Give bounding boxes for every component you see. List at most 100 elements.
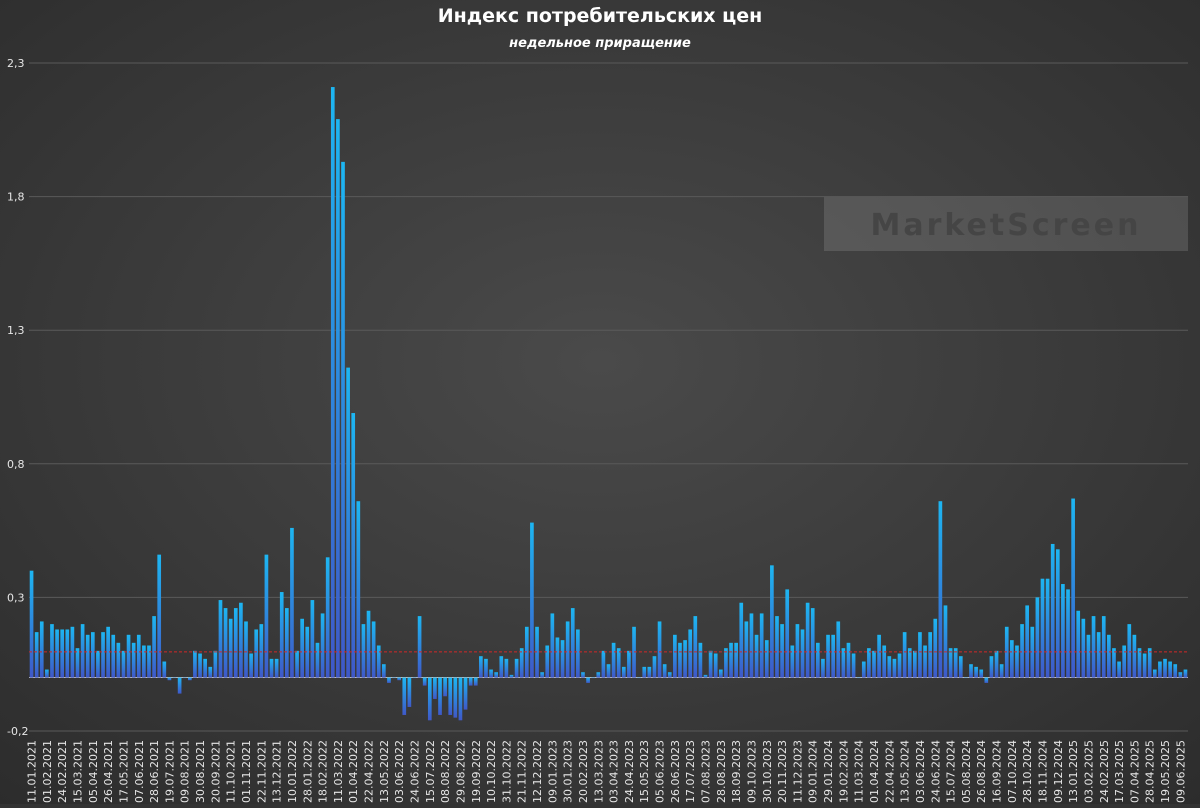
bar [1183,669,1188,678]
bar [892,658,897,678]
bar [1132,634,1137,678]
bar [330,87,335,678]
bar [647,666,652,678]
x-tick-label: 21.11.2022 [516,740,529,803]
x-tick-label: 22.04.2022 [363,740,376,803]
bar [1086,634,1091,678]
watermark-box [824,197,1188,251]
bar [739,602,744,678]
x-tick-label: 07.08.2023 [700,740,713,803]
bar [366,610,371,678]
bar [1091,616,1096,678]
bar [1025,605,1030,678]
x-tick-label: 15.07.2022 [424,740,437,803]
x-tick-label: 15.05.2023 [638,740,651,803]
bar [279,592,284,678]
bar [627,650,631,678]
bar [295,650,299,678]
x-tick-label: 05.06.2023 [654,740,667,803]
x-tick-label: 08.08.2022 [439,740,452,803]
x-tick-label: 18.11.2024 [1036,740,1049,803]
bar [438,677,442,715]
bar [448,677,453,715]
bar [167,677,172,681]
bar [1112,648,1116,678]
bar [815,642,820,678]
bar [239,602,243,678]
bar [85,634,90,678]
bar [591,677,596,679]
x-tick-label: 30.01.2023 [562,740,575,803]
bar [948,648,953,678]
bar [233,608,238,678]
bar [530,522,534,678]
bar [938,501,943,678]
bar [494,672,499,678]
bar [473,677,478,686]
bar [427,677,432,721]
x-tick-label: 20.11.2023 [776,740,789,803]
bar [325,557,330,678]
bar [923,645,927,678]
x-tick-label: 11.03.2022 [332,740,345,803]
bar [1030,626,1035,678]
bar [969,664,973,678]
bar [703,674,708,678]
bar [800,629,805,678]
bar [193,650,197,678]
bar [254,629,259,678]
x-tick-label: 09.10.2023 [745,740,758,803]
x-tick-label: 17.03.2025 [1113,740,1126,803]
bar [290,527,294,678]
watermark: MarketScreen [871,208,1142,243]
bar [688,629,693,678]
bar [785,589,790,678]
bar [274,658,279,678]
bar [412,677,417,679]
bar [203,658,207,678]
x-tick-label: 07.10.2024 [1006,740,1019,803]
bar [269,658,274,678]
x-tick-label: 01.04.2024 [868,740,881,803]
bar [821,658,825,678]
bar [897,653,902,678]
bar [55,629,59,678]
bar [208,666,213,678]
x-tick-label: 26.06.2023 [669,740,682,803]
bar [147,645,151,678]
bar [570,608,575,678]
x-tick-label: 01.04.2022 [347,740,360,803]
bar [851,653,856,678]
bar [172,677,177,679]
bar [729,642,733,678]
bar [244,621,248,678]
bar [392,677,396,679]
bar [989,656,994,678]
x-tick-label: 13.05.2024 [899,740,912,803]
bar [177,677,182,694]
bar [734,642,738,678]
bar [1020,624,1024,678]
bar [29,570,34,678]
x-tick-label: 03.06.2022 [393,740,406,803]
bar [662,664,667,678]
bar [744,621,749,678]
bar [417,616,422,678]
bar [198,653,202,678]
bar [336,119,340,678]
y-tick-label: -0,2 [7,725,28,738]
bar [341,161,345,678]
bar [601,650,606,678]
x-tick-label: 19.09.2022 [470,740,483,803]
bar [397,677,402,681]
bar [856,677,861,679]
bar [310,600,315,678]
x-tick-label: 13.12.2021 [271,740,284,803]
bar [433,677,437,699]
bar [596,672,601,678]
bar [1137,648,1142,678]
bar [387,677,391,683]
x-tick-label: 30.10.2023 [761,740,774,803]
bar [759,613,764,678]
